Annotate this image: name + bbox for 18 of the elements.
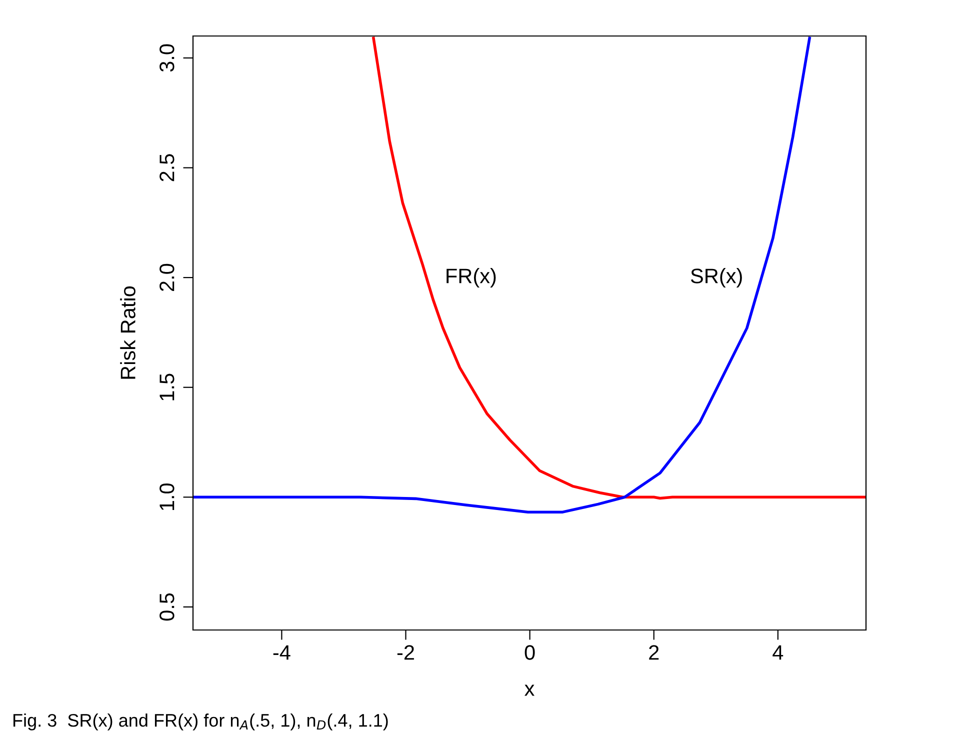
annotation: FR(x) [446, 268, 496, 288]
line-series [193, 36, 811, 514]
y-tick-label: 1.0 [160, 483, 174, 510]
line-series [372, 36, 866, 500]
x-tick-label: -4 [273, 645, 290, 660]
y-tick-label: 1.5 [160, 374, 174, 400]
y-tick-label: 2.5 [160, 154, 174, 182]
caption: Fig. 3 SR(x) and FR(x) for n$_{A}$(.5, 1), n$_{D}$(.4, 1.1) [13, 714, 388, 730]
x-tick-label: 2 [649, 645, 659, 660]
y-tick-label: 3.0 [160, 44, 174, 72]
y-tick-label: 2.0 [160, 264, 174, 291]
x-tick-label: 0 [524, 645, 535, 660]
x-tick-label: -2 [397, 645, 414, 660]
x-axis-title: x [524, 684, 534, 696]
y-tick-label: 0.5 [160, 593, 174, 621]
y-axis-title: Risk Ratio [120, 286, 136, 379]
x-tick-label: 4 [772, 645, 784, 660]
annotation: SR(x) [690, 268, 742, 288]
